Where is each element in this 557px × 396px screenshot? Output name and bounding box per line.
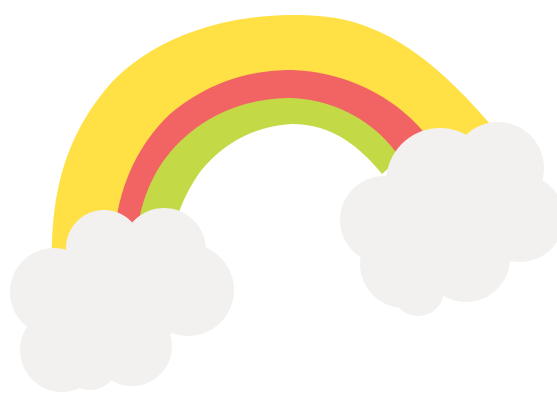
cloud-right <box>340 122 557 316</box>
cloud-left <box>10 208 234 392</box>
rainbow-band-yellow <box>51 15 491 271</box>
rainbow-band-green <box>136 98 400 240</box>
